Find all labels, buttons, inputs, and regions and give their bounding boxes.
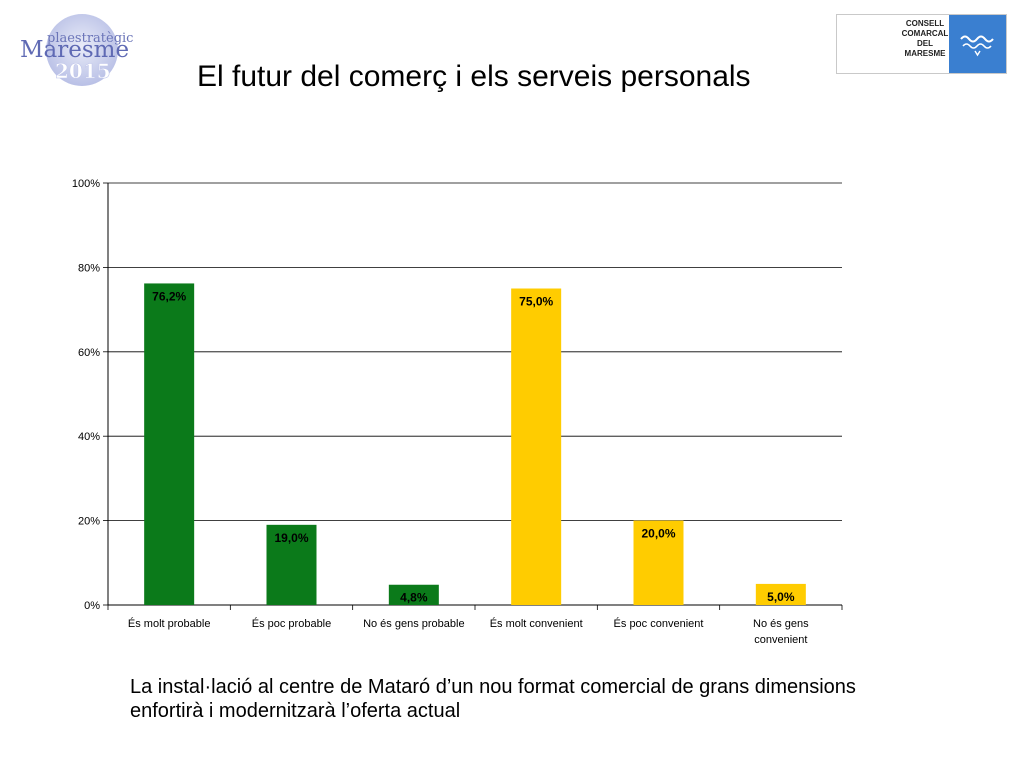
data-label: 75,0%	[519, 295, 553, 309]
category-label: No és gens	[753, 618, 809, 630]
logo-right-line: DEL	[917, 39, 933, 48]
wave-emblem-icon	[949, 15, 1006, 73]
consell-comarcal-logo: CONSELL COMARCAL DEL MARESME	[836, 14, 1007, 74]
bar-chart: 0% 20% 40% 60% 80% 100% 76,2% És molt probable 1…	[72, 178, 843, 646]
data-label: 76,2%	[152, 289, 186, 303]
data-label: 19,0%	[274, 531, 308, 545]
bar	[755, 583, 806, 605]
data-label: 5,0%	[767, 590, 795, 604]
y-tick-label: 40%	[78, 431, 100, 443]
data-label: 4,8%	[400, 591, 428, 605]
logo-right-line: COMARCAL	[901, 29, 949, 38]
bar	[144, 283, 195, 605]
y-tick-label: 100%	[72, 178, 100, 190]
bar	[633, 520, 684, 605]
y-tick-label: 60%	[78, 347, 100, 359]
logo-right-line: CONSELL	[905, 19, 945, 28]
plaestrategic-logo-graphic: plaestratègic Maresme 2015	[20, 14, 133, 86]
y-tick-label: 20%	[78, 516, 100, 528]
y-tick-label: 80%	[78, 262, 100, 274]
page-title-text: El futur del comerç i els serveis person…	[197, 60, 751, 93]
plaestrategic-logo: plaestratègic Maresme 2015	[10, 8, 160, 93]
data-label: 20,0%	[641, 527, 675, 541]
logo-line2: Maresme	[20, 37, 129, 63]
category-label: És poc convenient	[614, 617, 704, 630]
category-label: No és gens probable	[363, 618, 465, 630]
logo-right-line: MARESME	[904, 49, 946, 58]
category-label: És molt probable	[128, 617, 211, 630]
bar	[511, 288, 562, 605]
category-label: convenient	[754, 634, 807, 646]
logo-line1: plaestratègic	[47, 31, 133, 46]
y-tick-label: 0%	[84, 600, 100, 612]
consell-comarcal-text: CONSELL COMARCAL DEL MARESME	[895, 19, 955, 59]
category-label: És molt convenient	[490, 617, 583, 630]
bar	[388, 584, 439, 605]
page-title: El futur del comerç i els serveis person…	[0, 60, 1024, 94]
chart-caption: La instal·lació al centre de Mataró d’un…	[130, 676, 856, 722]
bar	[266, 524, 317, 605]
category-label: És poc probable	[252, 617, 332, 630]
logo-line3: 2015	[55, 59, 111, 83]
